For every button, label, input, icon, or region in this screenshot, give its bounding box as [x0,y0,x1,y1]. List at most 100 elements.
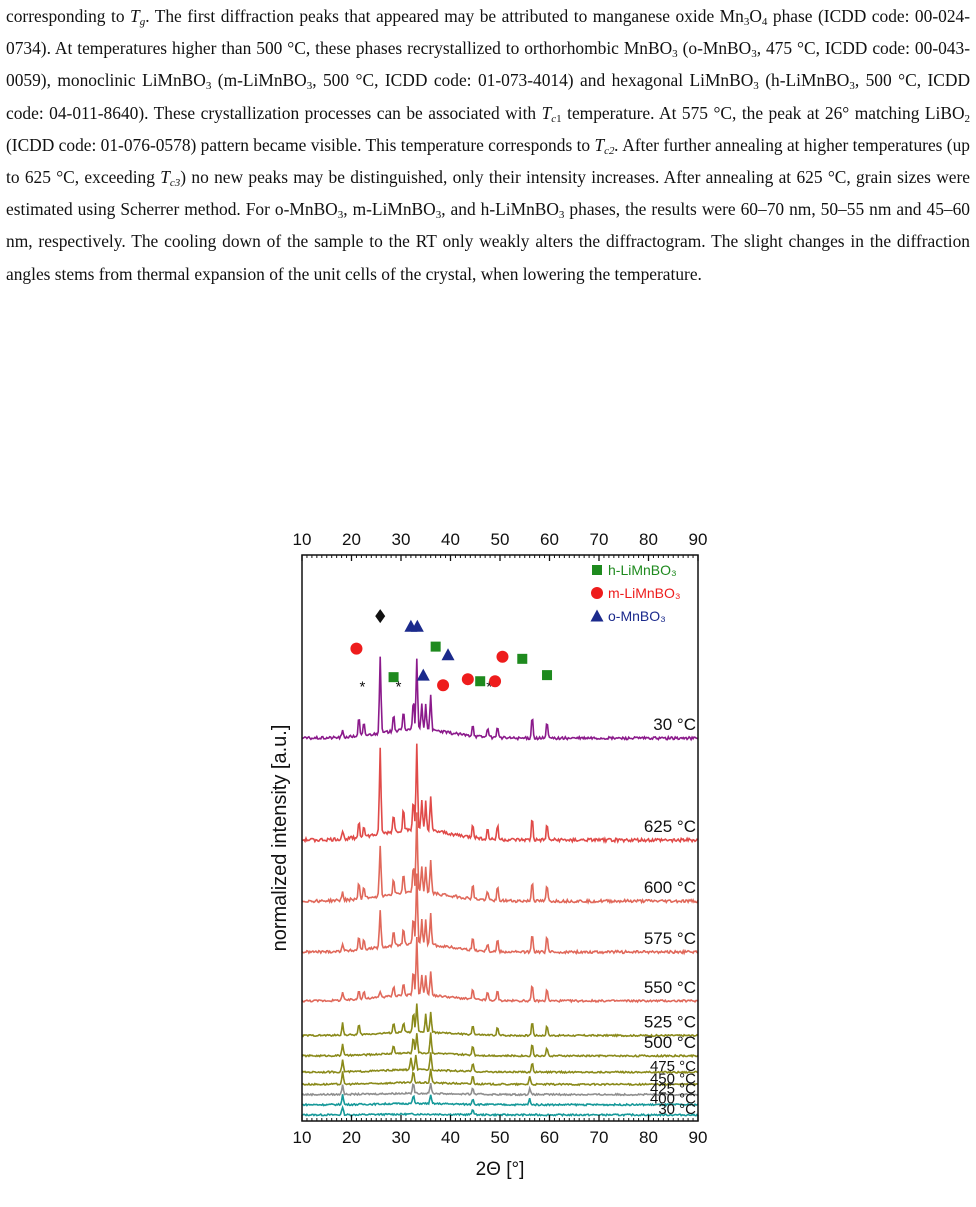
x-tick-label-top: 10 [293,530,312,549]
spectrum-line [301,1052,699,1075]
text-run: , 500 °C, ICDD code: 01-073-4014) and he… [312,70,754,91]
text-run: 3 [672,48,678,61]
square-phase-marker [388,672,399,683]
text-run: phases, the results were 60–70 nm, 50–55… [6,199,970,284]
square-phase-marker [475,676,486,687]
x-tick-label: 90 [689,1128,708,1147]
text-run: , m-LiMnBO [343,199,436,220]
triangle-phase-marker [441,648,455,661]
x-tick-label: 30 [392,1128,411,1147]
text-run: . [614,134,619,155]
curve-label: 600 °C [644,878,696,897]
text-run: ) no new peaks may be distinguished, onl… [6,167,970,220]
text-run: , and h-LiMnBO [441,199,559,220]
spectrum-line [301,1003,699,1038]
text-run: 3 [205,80,212,93]
spectrum-line [301,1032,699,1059]
text-run: (h-LiMnBO [758,70,850,91]
text-run: After further annealing at higher temper… [6,134,970,188]
x-tick-label: 10 [293,1128,312,1147]
text-run: (m-LiMnBO [211,70,307,91]
circle-phase-marker [437,679,450,692]
x-tick-label: 50 [491,1128,510,1147]
legend-circle-icon [591,587,603,599]
curve-label: 625 °C [644,817,696,836]
legend-triangle-icon [590,609,604,622]
text-run: c [551,112,557,125]
text-run: 2 [964,112,971,125]
legend-entry: m-LiMnBO₃ [608,585,681,601]
curve-label: 525 °C [644,1012,696,1031]
square-phase-marker [542,670,553,681]
spectrum-line [301,873,699,956]
x-tick-label-top: 20 [342,530,361,549]
legend-entry: o-MnBO₃ [608,608,666,624]
legend-square-icon [592,565,602,575]
x-tick-label: 80 [639,1128,658,1147]
square-phase-marker [517,653,528,664]
text-run: phase (ICDD code: 00-024-0734). At tempe… [6,6,970,59]
x-tick-label-top: 90 [689,530,708,549]
x-tick-label-top: 80 [639,530,658,549]
text-run: 3 [753,80,759,93]
x-tick-label-top: 60 [540,530,559,549]
x-tick-label: 60 [540,1128,559,1147]
y-axis-label: normalized intensity [a.u.] [269,725,291,952]
spectrum-line [301,656,699,742]
curve-label: 425 °C [650,1081,696,1098]
x-tick-label-top: 70 [590,530,609,549]
x-tick-label-top: 30 [392,530,411,549]
x-tick-label: 70 [590,1128,609,1147]
diamond-phase-marker [375,609,386,624]
curve-label: 400 °C [650,1091,696,1108]
text-run: 3 [743,16,750,28]
asterisk-phase-marker: * [396,678,402,695]
spectrum-line [301,1094,699,1107]
spectrum-line [301,1082,699,1097]
triangle-phase-marker [416,668,430,681]
text-run: T [594,134,605,155]
x-tick-label: 20 [342,1128,361,1147]
text-run: , 500 °C, ICDD code: 04-011-8640). These… [6,70,971,123]
curve-label: 30 °C [658,1101,696,1118]
text-run: O [749,6,762,26]
circle-phase-marker [461,673,474,686]
curve-label: 450 °C [650,1070,696,1087]
asterisk-phase-marker: * [359,678,365,695]
text-run: T [130,6,140,26]
triangle-phase-marker [410,619,424,632]
text-run: g [139,16,146,28]
text-run: T [541,102,552,123]
x-tick-label: 40 [441,1128,460,1147]
body-paragraph: corresponding to Tg. The first diffracti… [6,0,970,290]
circle-phase-marker [496,650,509,663]
text-run: , 475 °C, ICDD code: 00-043-0059), monoc… [6,38,970,91]
circle-phase-marker [489,675,502,688]
spectrum-line [301,1104,699,1118]
spectrum-line [302,743,699,845]
spectrum-line [301,1068,699,1087]
text-run: 3 [751,48,757,61]
text-run: 1 [556,112,562,125]
text-run: c3 [169,177,181,190]
x-axis-label: 2Θ [°] [476,1159,525,1180]
x-tick-label-top: 40 [441,530,460,549]
text-run: (o-MnBO [677,38,752,59]
text-run: 4 [761,16,768,28]
paragraph-text: corresponding to Tg. The first diffracti… [6,0,970,290]
curve-label: 30 °C [653,715,696,734]
legend-entry: h-LiMnBO₃ [608,562,677,578]
x-tick-label-top: 50 [491,530,510,549]
text-run: temperature. At 575 °C, the peak at 26° … [561,102,965,123]
text-run: (ICDD code: 01-076-0578) pattern became … [6,134,595,155]
curve-label: 575 °C [644,929,696,948]
text-run: c2 [604,144,615,157]
curve-label: 500 °C [644,1033,696,1052]
text-run: 3 [306,80,313,93]
text-run: 3 [849,80,855,93]
circle-phase-marker [350,642,363,655]
text-run: . The first diffraction peaks that appea… [145,6,744,26]
curve-label: 475 °C [650,1058,696,1075]
